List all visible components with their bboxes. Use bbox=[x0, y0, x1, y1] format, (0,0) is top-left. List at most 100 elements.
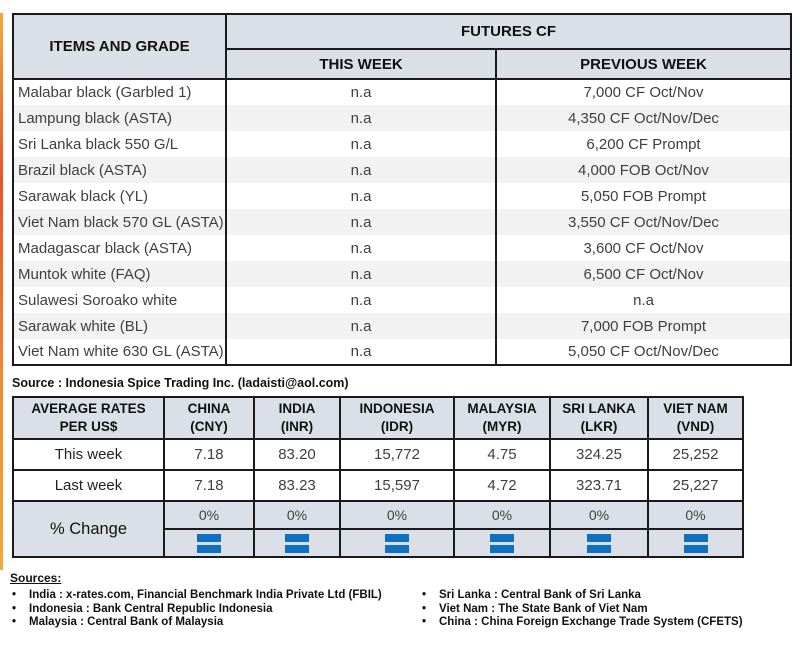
bullet-icon: • bbox=[12, 602, 17, 615]
rate-value: 323.71 bbox=[549, 469, 649, 502]
previous-week-value: 4,000 FOB Oct/Nov bbox=[495, 157, 792, 183]
bullet-icon: • bbox=[422, 602, 427, 615]
this-week-value: n.a bbox=[225, 287, 497, 313]
previous-week-header: PREVIOUS WEEK bbox=[495, 48, 792, 80]
table-row: Malabar black (Garbled 1) n.a 7,000 CF O… bbox=[12, 79, 792, 105]
pct-change-value: 0% bbox=[453, 500, 551, 530]
table-row: Muntok white (FAQ) n.a 6,500 CF Oct/Nov bbox=[12, 261, 792, 287]
this-week-label: This week bbox=[12, 438, 165, 471]
pct-change-value: 0% bbox=[163, 500, 255, 530]
sources-section: Sources: • India : x-rates.com, Financia… bbox=[10, 571, 792, 630]
item-name: Sri Lanka black 550 G/L bbox=[12, 131, 227, 157]
pct-change-value: 0% bbox=[549, 500, 649, 530]
this-week-value: n.a bbox=[225, 339, 497, 365]
this-week-value: n.a bbox=[225, 313, 497, 339]
bullet-icon: • bbox=[12, 616, 17, 628]
trend-icon-row bbox=[13, 528, 744, 558]
list-item: • Viet Nam : The State Bank of Viet Nam bbox=[420, 603, 790, 617]
rate-value: 4.75 bbox=[453, 438, 551, 471]
source-text: Viet Nam : The State Bank of Viet Nam bbox=[439, 602, 648, 615]
item-name: Brazil black (ASTA) bbox=[12, 157, 227, 183]
this-week-value: n.a bbox=[225, 235, 497, 261]
futures-cf-header: FUTURES CF bbox=[225, 13, 792, 50]
futures-source-line: Source : Indonesia Spice Trading Inc. (l… bbox=[12, 376, 349, 390]
trend-icon-cell bbox=[453, 528, 551, 558]
this-week-value: n.a bbox=[225, 79, 497, 105]
previous-week-value: 5,050 FOB Prompt bbox=[495, 183, 792, 209]
equals-icon bbox=[197, 533, 221, 553]
rate-value: 7.18 bbox=[163, 438, 255, 471]
column-header-indonesia: INDONESIA (IDR) bbox=[339, 396, 455, 440]
trend-icon-cell bbox=[549, 528, 649, 558]
item-name: Sulawesi Soroako white bbox=[12, 287, 227, 313]
bullet-icon: • bbox=[12, 589, 17, 601]
source-text: India : x-rates.com, Financial Benchmark… bbox=[29, 589, 382, 601]
average-rates-header-line2: PER US$ bbox=[59, 419, 118, 434]
table-row: Sarawak black (YL) n.a 5,050 FOB Prompt bbox=[12, 183, 792, 209]
table-row: Viet Nam white 630 GL (ASTA) n.a 5,050 C… bbox=[12, 339, 792, 365]
pct-change-label: % Change bbox=[12, 500, 165, 558]
column-header-india: INDIA (INR) bbox=[253, 396, 341, 440]
previous-week-value: 7,000 FOB Prompt bbox=[495, 313, 792, 339]
table-row: Viet Nam black 570 GL (ASTA) n.a 3,550 C… bbox=[12, 209, 792, 235]
source-text: Malaysia : Central Bank of Malaysia bbox=[29, 616, 224, 628]
this-week-value: n.a bbox=[225, 131, 497, 157]
rate-value: 25,252 bbox=[647, 438, 744, 471]
table-row: Sri Lanka black 550 G/L n.a 6,200 CF Pro… bbox=[12, 131, 792, 157]
pct-change-value: 0% bbox=[647, 500, 744, 530]
trend-icon-cell bbox=[253, 528, 341, 558]
rate-value: 324.25 bbox=[549, 438, 649, 471]
previous-week-value: n.a bbox=[495, 287, 792, 313]
rate-value: 83.20 bbox=[253, 438, 341, 471]
source-text: Sri Lanka : Central Bank of Sri Lanka bbox=[439, 589, 641, 601]
bullet-icon: • bbox=[422, 589, 427, 601]
sources-heading: Sources: bbox=[10, 571, 62, 585]
source-text: Indonesia : Bank Central Republic Indone… bbox=[29, 602, 273, 615]
item-name: Sarawak white (BL) bbox=[12, 313, 227, 339]
items-and-grade-header: ITEMS AND GRADE bbox=[12, 13, 227, 80]
item-name: Viet Nam white 630 GL (ASTA) bbox=[12, 339, 227, 365]
pct-change-value: 0% bbox=[253, 500, 341, 530]
last-week-label: Last week bbox=[12, 469, 165, 502]
item-name: Muntok white (FAQ) bbox=[12, 261, 227, 287]
table-row: Sarawak white (BL) n.a 7,000 FOB Prompt bbox=[12, 313, 792, 339]
list-item: • Indonesia : Bank Central Republic Indo… bbox=[10, 603, 420, 617]
list-item: • China : China Foreign Exchange Trade S… bbox=[420, 616, 790, 630]
last-week-row: Last week 7.18 83.23 15,597 4.72 323.71 … bbox=[12, 469, 744, 502]
list-item: • Malaysia : Central Bank of Malaysia bbox=[10, 616, 420, 630]
table-row: Brazil black (ASTA) n.a 4,000 FOB Oct/No… bbox=[12, 157, 792, 183]
list-item: • Sri Lanka : Central Bank of Sri Lanka bbox=[420, 589, 790, 603]
rate-value: 7.18 bbox=[163, 469, 255, 502]
this-week-value: n.a bbox=[225, 157, 497, 183]
list-item: • India : x-rates.com, Financial Benchma… bbox=[10, 589, 420, 603]
rate-value: 4.72 bbox=[453, 469, 551, 502]
average-rates-header-line1: AVERAGE RATES bbox=[31, 401, 146, 417]
bullet-icon: • bbox=[422, 616, 427, 628]
previous-week-value: 7,000 CF Oct/Nov bbox=[495, 79, 792, 105]
this-week-header: THIS WEEK bbox=[225, 48, 497, 80]
column-header-sri-lanka: SRI LANKA (LKR) bbox=[549, 396, 649, 440]
sources-left-column: • India : x-rates.com, Financial Benchma… bbox=[10, 589, 420, 630]
rate-value: 83.23 bbox=[253, 469, 341, 502]
sources-right-column: • Sri Lanka : Central Bank of Sri Lanka … bbox=[420, 589, 790, 630]
this-week-value: n.a bbox=[225, 261, 497, 287]
table-row: Lampung black (ASTA) n.a 4,350 CF Oct/No… bbox=[12, 105, 792, 131]
this-week-row: This week 7.18 83.20 15,772 4.75 324.25 … bbox=[12, 438, 744, 471]
futures-table: ITEMS AND GRADE FUTURES CF THIS WEEK PRE… bbox=[12, 13, 792, 366]
table-row: Madagascar black (ASTA) n.a 3,600 CF Oct… bbox=[12, 235, 792, 261]
column-header-china: CHINA (CNY) bbox=[163, 396, 255, 440]
source-text: China : China Foreign Exchange Trade Sys… bbox=[439, 616, 743, 628]
rate-value: 25,227 bbox=[647, 469, 744, 502]
pct-change-value: 0% bbox=[339, 500, 455, 530]
this-week-value: n.a bbox=[225, 183, 497, 209]
this-week-value: n.a bbox=[225, 105, 497, 131]
pct-change-row: % Change 0% 0% 0% 0% 0% 0% bbox=[12, 500, 744, 558]
equals-icon bbox=[683, 533, 708, 553]
item-name: Lampung black (ASTA) bbox=[12, 105, 227, 131]
previous-week-value: 3,600 CF Oct/Nov bbox=[495, 235, 792, 261]
table-row: Sulawesi Soroako white n.a n.a bbox=[12, 287, 792, 313]
previous-week-value: 3,550 CF Oct/Nov/Dec bbox=[495, 209, 792, 235]
column-header-viet-nam: VIET NAM (VND) bbox=[647, 396, 744, 440]
previous-week-value: 6,200 CF Prompt bbox=[495, 131, 792, 157]
trend-icon-cell bbox=[163, 528, 255, 558]
